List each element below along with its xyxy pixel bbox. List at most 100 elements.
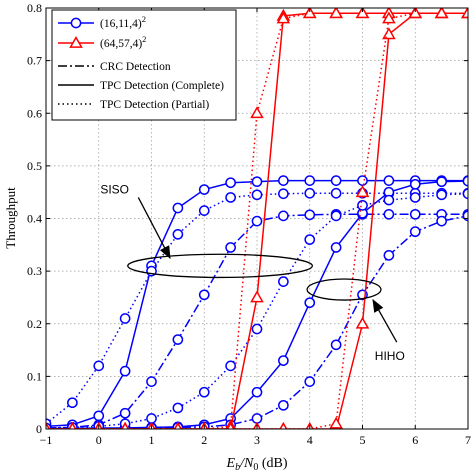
- series-layer: [46, 8, 468, 429]
- data-point: [409, 178, 421, 190]
- data-point: [434, 8, 449, 19]
- data-point: [279, 421, 288, 429]
- series-line: [46, 12, 468, 429]
- data-point: [68, 421, 77, 429]
- data-point: [278, 276, 289, 287]
- x-tick-label: 5: [360, 433, 366, 447]
- data-point: [278, 188, 289, 200]
- data-point: [330, 175, 342, 186]
- data-point: [355, 185, 370, 198]
- data-point: [70, 17, 82, 29]
- data-point: [119, 365, 131, 377]
- y-axis-label: Throughput: [3, 187, 18, 249]
- y-tick-label: 0.1: [27, 369, 42, 383]
- data-point: [198, 205, 210, 216]
- legend-label: TPC Detection (Complete): [100, 80, 224, 92]
- y-tick-label: 0.6: [27, 106, 42, 120]
- data-point: [357, 175, 368, 186]
- data-point: [355, 316, 370, 329]
- x-tick-label: 3: [254, 433, 260, 447]
- data-point: [198, 289, 210, 301]
- data-point: [304, 234, 316, 245]
- y-tick-label: 0.4: [27, 212, 42, 226]
- series-line: [46, 213, 468, 429]
- legend-item-3: TPC Detection (Complete): [58, 80, 224, 92]
- data-point: [251, 189, 263, 201]
- data-point: [172, 202, 184, 214]
- y-tick-label: 0.2: [27, 317, 42, 331]
- data-point: [146, 376, 157, 387]
- data-point: [93, 410, 105, 422]
- y-tick-label: 0.8: [27, 1, 42, 15]
- x-axis-label-unit: (dB): [258, 456, 288, 471]
- data-point: [436, 189, 447, 201]
- legend-label: (16,11,4)2: [100, 14, 146, 30]
- data-point: [383, 249, 395, 261]
- legend-label: (64,57,4)2: [100, 34, 146, 50]
- data-point: [302, 8, 317, 19]
- data-point: [172, 402, 184, 414]
- data-point: [225, 192, 236, 203]
- data-point: [121, 421, 130, 429]
- data-point: [330, 339, 342, 351]
- y-tick-label: 0: [36, 422, 42, 436]
- annotations: SISO HIHO: [100, 182, 404, 363]
- y-tick-label: 0.3: [27, 264, 42, 278]
- data-point: [225, 360, 236, 372]
- legend-label-main: TPC Detection (Complete): [100, 80, 224, 92]
- data-point: [46, 421, 51, 429]
- legend-label-sup: 2: [142, 14, 146, 24]
- annotation-arrow: [372, 298, 398, 343]
- x-axis-label-sub2: 0: [253, 462, 258, 473]
- data-point: [278, 355, 289, 366]
- data-point: [461, 8, 468, 19]
- series-line: [46, 12, 468, 429]
- x-axis-label-mid: /N: [239, 456, 254, 471]
- annotation-label: SISO: [100, 182, 129, 196]
- legend-label-main: (16,11,4): [100, 18, 142, 30]
- data-point: [278, 175, 289, 186]
- data-point: [67, 397, 78, 409]
- data-point: [172, 228, 184, 240]
- data-point: [304, 376, 316, 387]
- data-point: [329, 416, 343, 429]
- legend-label-main: (64,57,4): [100, 38, 142, 50]
- x-tick-label: 7: [465, 433, 471, 447]
- legend-label-sup: 2: [142, 34, 146, 44]
- data-point: [251, 386, 263, 398]
- x-tick-label: 6: [412, 433, 418, 447]
- data-point: [69, 35, 83, 48]
- legend-label-main: CRC Detection: [100, 61, 171, 73]
- data-point: [409, 226, 421, 238]
- ticks: −1 0 1 2 3 4 5 6 700.10.20.30.40.50.60.70.8: [27, 1, 471, 447]
- series-5: [46, 188, 468, 429]
- annotation-label: HIHO: [375, 349, 405, 363]
- data-point: [304, 297, 316, 309]
- data-point: [383, 208, 395, 220]
- annotation-arrow: [137, 197, 171, 260]
- x-axis-label-sub: b: [235, 462, 240, 473]
- x-tick-label: 0: [96, 433, 102, 447]
- x-axis-label: Eb/N0 (dB): [226, 456, 288, 473]
- data-point: [93, 360, 105, 372]
- data-point: [251, 215, 263, 227]
- annotation-ellipse: [306, 278, 382, 301]
- y-tick-label: 0.5: [27, 159, 42, 173]
- data-point: [304, 175, 316, 186]
- data-point: [436, 176, 447, 188]
- data-point: [251, 323, 263, 335]
- data-point: [251, 176, 263, 188]
- annotation-hiho: HIHO: [306, 278, 405, 363]
- legend-item-1: (64,57,4)2: [58, 34, 146, 50]
- data-point: [329, 8, 343, 19]
- data-point: [330, 187, 342, 199]
- data-point: [408, 8, 423, 19]
- legend-item-4: TPC Detection (Partial): [58, 99, 209, 111]
- data-point: [383, 194, 395, 206]
- data-point: [330, 210, 342, 222]
- data-point: [198, 184, 210, 195]
- legend-label-main: TPC Detection (Partial): [100, 99, 209, 111]
- annotation-siso: SISO: [100, 182, 314, 279]
- data-point: [225, 177, 236, 189]
